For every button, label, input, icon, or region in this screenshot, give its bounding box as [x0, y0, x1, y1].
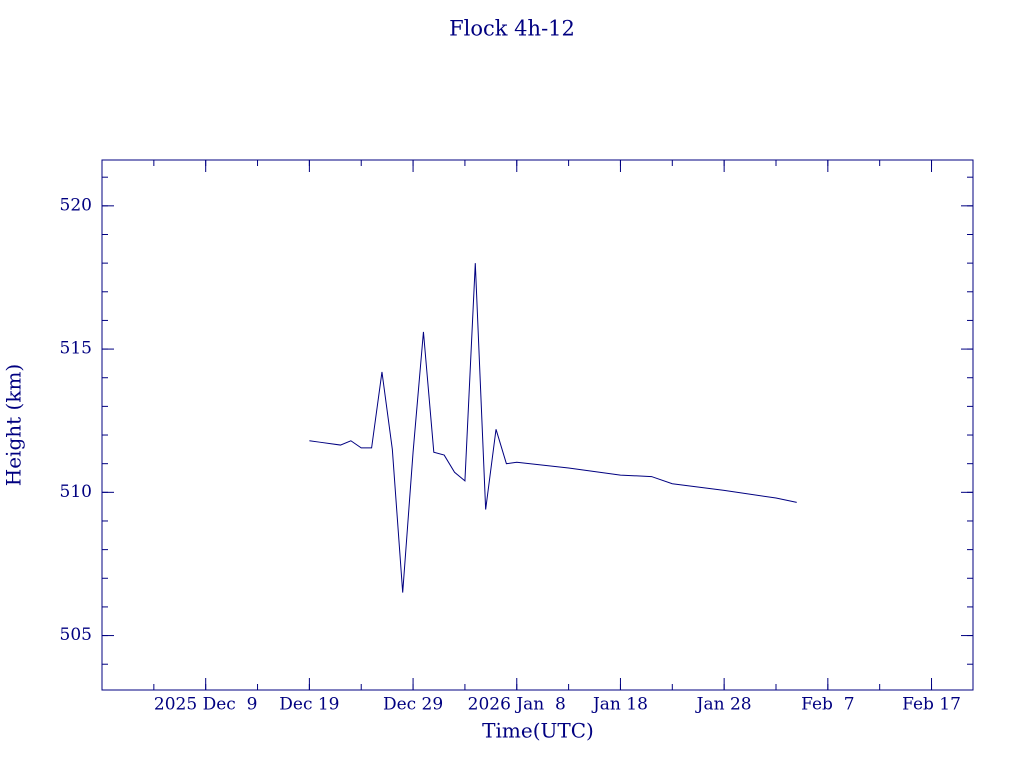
y-tick-label: 520	[60, 195, 92, 215]
y-axis-label: Height (km)	[2, 364, 26, 486]
x-tick-label: Dec 19	[279, 695, 339, 715]
y-tick-label: 510	[60, 482, 92, 502]
x-tick-label: 2025 Dec 9	[154, 695, 258, 715]
y-tick-label: 515	[60, 339, 92, 359]
x-tick-label: Feb 17	[902, 695, 961, 715]
plot-frame	[101, 159, 974, 691]
x-tick-label: Dec 29	[383, 695, 443, 715]
x-axis-label: Time(UTC)	[482, 719, 594, 743]
data-line	[309, 263, 797, 593]
chart-title: Flock 4h-12	[449, 17, 575, 41]
x-tick-label: Jan 28	[695, 695, 752, 715]
y-tick-label: 505	[60, 625, 92, 645]
x-tick-label: 2026 Jan 8	[468, 695, 566, 715]
x-tick-label: Feb 7	[801, 695, 854, 715]
x-tick-label: Jan 18	[591, 695, 648, 715]
